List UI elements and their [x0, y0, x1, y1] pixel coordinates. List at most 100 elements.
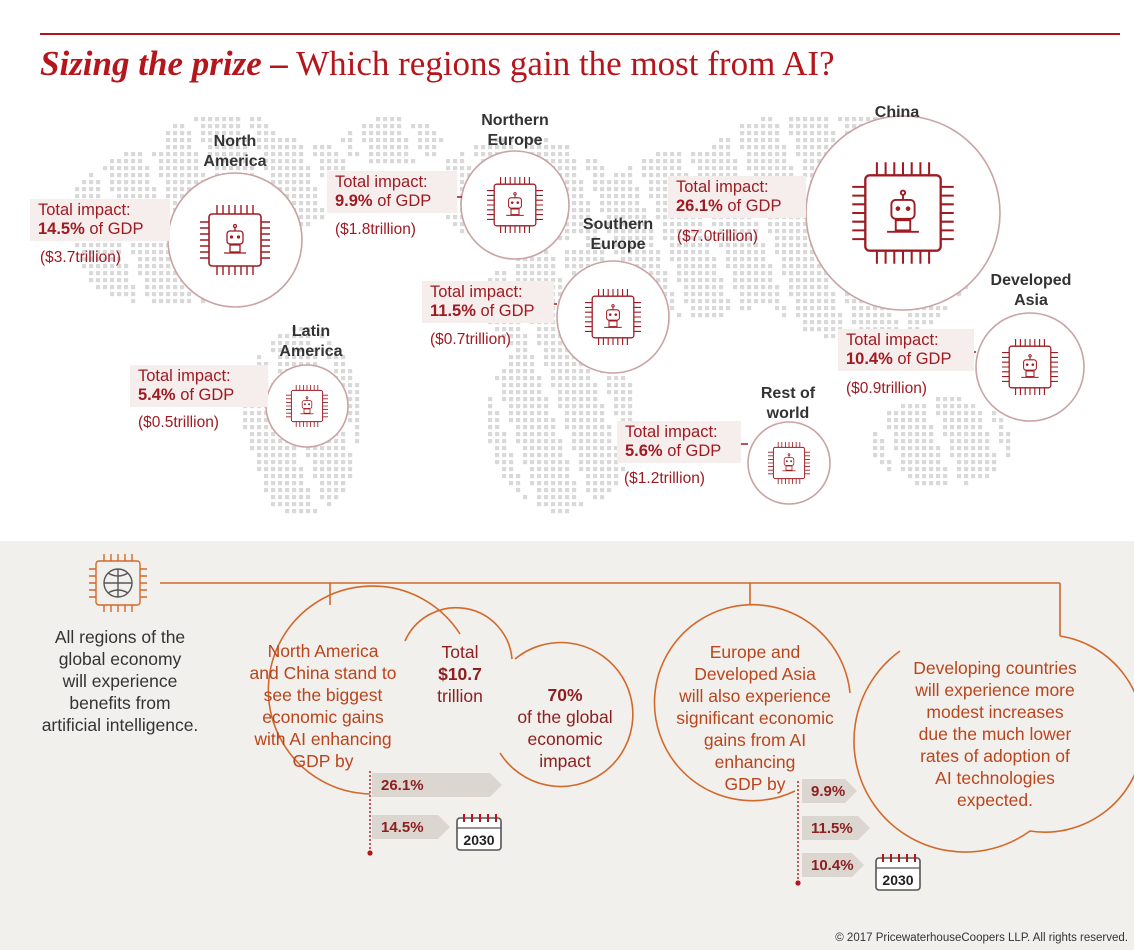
map-dot	[698, 278, 703, 283]
map-dot	[901, 418, 906, 423]
map-dot	[607, 474, 612, 479]
map-dot	[810, 264, 815, 269]
map-dot	[663, 201, 668, 206]
map-dot	[691, 306, 696, 311]
map-dot	[278, 341, 283, 346]
map-dot	[355, 383, 360, 388]
map-dot	[880, 439, 885, 444]
map-dot	[327, 488, 332, 493]
map-dot	[810, 131, 815, 136]
map-dot	[229, 138, 234, 143]
map-dot	[250, 418, 255, 423]
map-dot	[551, 488, 556, 493]
map-dot	[516, 390, 521, 395]
map-dot	[341, 481, 346, 486]
map-dot	[502, 432, 507, 437]
map-dot	[600, 180, 605, 185]
map-dot	[502, 390, 507, 395]
map-dot	[222, 138, 227, 143]
map-dot	[96, 257, 101, 262]
map-dot	[656, 180, 661, 185]
map-dot	[971, 432, 976, 437]
map-dot	[754, 124, 759, 129]
map-dot	[796, 229, 801, 234]
map-dot	[145, 194, 150, 199]
map-dot	[796, 138, 801, 143]
map-dot	[600, 194, 605, 199]
map-dot	[754, 264, 759, 269]
map-dot	[292, 187, 297, 192]
map-dot	[285, 488, 290, 493]
map-dot	[166, 285, 171, 290]
map-dot	[978, 460, 983, 465]
map-dot	[229, 166, 234, 171]
map-dot	[971, 446, 976, 451]
map-dot	[264, 446, 269, 451]
leader-dot-europe	[795, 880, 801, 886]
map-dot	[250, 166, 255, 171]
region-name-southern-europe: Southern Europe	[582, 216, 654, 253]
map-dot	[817, 138, 822, 143]
map-dot	[915, 453, 920, 458]
map-dot	[313, 467, 318, 472]
map-dot	[551, 495, 556, 500]
map-dot	[285, 180, 290, 185]
map-dot	[621, 180, 626, 185]
map-dot	[880, 320, 885, 325]
map-dot	[187, 187, 192, 192]
map-dot	[1006, 439, 1011, 444]
map-dot	[894, 439, 899, 444]
map-dot	[824, 138, 829, 143]
map-dot	[320, 145, 325, 150]
map-dot	[495, 271, 500, 276]
map-dot	[607, 215, 612, 220]
map-dot	[943, 432, 948, 437]
map-dot	[768, 159, 773, 164]
map-dot	[978, 418, 983, 423]
map-dot	[313, 208, 318, 213]
map-dot	[656, 208, 661, 213]
map-dot	[229, 131, 234, 136]
map-dot	[803, 236, 808, 241]
map-dot	[789, 250, 794, 255]
map-dot	[565, 390, 570, 395]
map-dot	[509, 376, 514, 381]
map-dot	[572, 425, 577, 430]
map-dot	[712, 222, 717, 227]
map-dot	[936, 467, 941, 472]
map-dot	[537, 278, 542, 283]
map-dot	[775, 236, 780, 241]
map-dot	[901, 425, 906, 430]
map-dot	[509, 383, 514, 388]
map-dot	[845, 124, 850, 129]
map-dot	[775, 131, 780, 136]
map-dot	[229, 117, 234, 122]
map-dot	[208, 131, 213, 136]
map-dot	[887, 418, 892, 423]
map-dot	[131, 152, 136, 157]
map-dot	[152, 264, 157, 269]
map-dot	[593, 173, 598, 178]
map-dot	[159, 264, 164, 269]
map-dot	[523, 418, 528, 423]
map-dot	[537, 488, 542, 493]
map-dot	[502, 446, 507, 451]
map-dot	[264, 467, 269, 472]
map-dot	[173, 201, 178, 206]
summary-panel	[0, 541, 1134, 950]
map-dot	[698, 264, 703, 269]
map-dot	[887, 411, 892, 416]
map-dot	[971, 474, 976, 479]
map-dot	[621, 257, 626, 262]
map-dot	[803, 145, 808, 150]
map-dot	[173, 173, 178, 178]
map-dot	[103, 278, 108, 283]
map-dot	[985, 460, 990, 465]
map-dot	[502, 460, 507, 465]
map-dot	[705, 299, 710, 304]
map-dot	[684, 173, 689, 178]
map-dot	[817, 327, 822, 332]
map-dot	[551, 446, 556, 451]
map-dot	[299, 166, 304, 171]
map-dot	[166, 159, 171, 164]
